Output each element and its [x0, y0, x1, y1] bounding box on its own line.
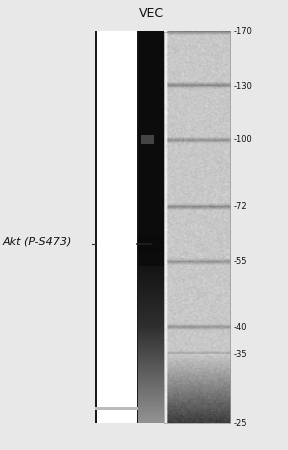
Text: -40: -40 — [233, 323, 247, 332]
Text: -25: -25 — [233, 418, 247, 427]
Text: Akt (P-S473): Akt (P-S473) — [3, 237, 72, 247]
Text: -35: -35 — [233, 350, 247, 359]
Bar — [95, 32, 138, 423]
Bar — [140, 279, 163, 285]
Text: VEC: VEC — [139, 7, 164, 20]
Bar — [138, 236, 164, 252]
Text: -100: -100 — [233, 135, 252, 144]
Bar — [95, 407, 138, 410]
Bar — [137, 32, 138, 423]
Bar — [95, 32, 97, 423]
Bar — [141, 135, 154, 144]
Text: -72: -72 — [233, 202, 247, 211]
Text: -170: -170 — [233, 27, 252, 36]
Text: -130: -130 — [233, 82, 252, 91]
Text: -55: -55 — [233, 257, 247, 266]
